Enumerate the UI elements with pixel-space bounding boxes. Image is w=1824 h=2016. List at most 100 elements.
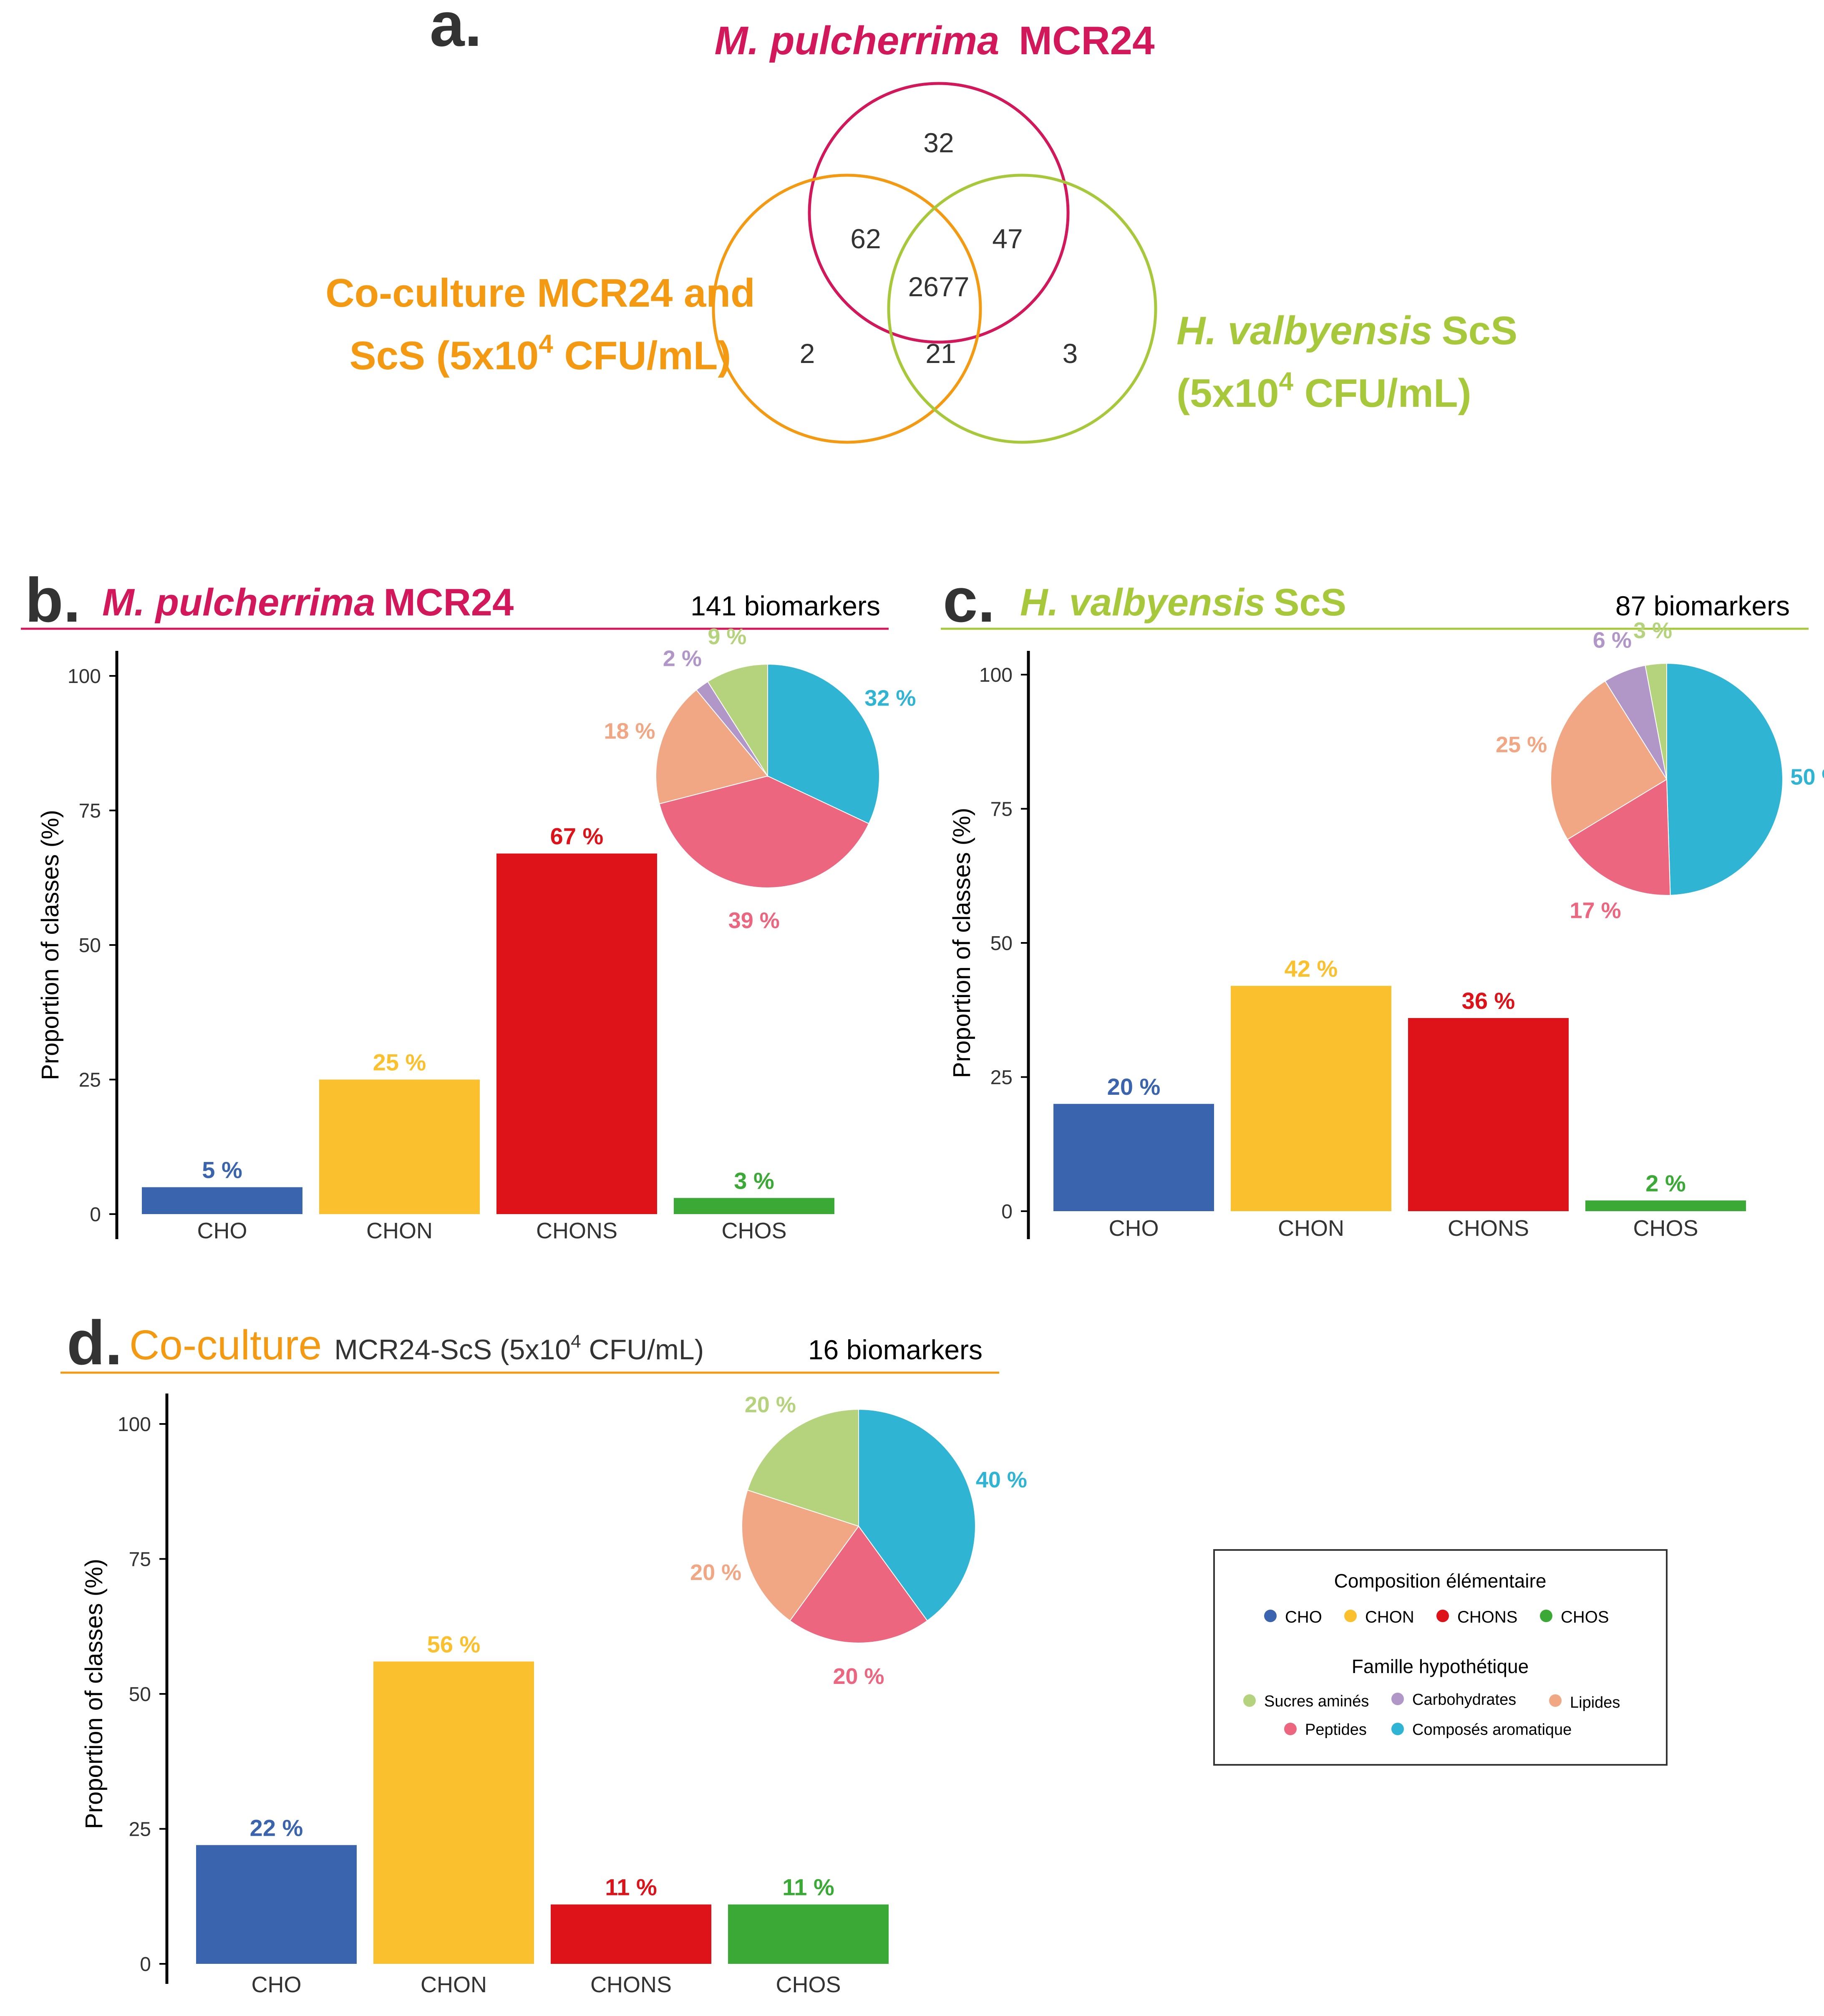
panel-c-biomarkers: 87 biomarkers [1615,590,1790,621]
bar-value-label: 2 % [1645,1170,1686,1196]
pie-value-label: 50 % [1790,764,1824,789]
pie-slice-peptides [1567,779,1671,896]
legend-label-cho: CHO [1285,1608,1322,1626]
panel-b-pie: 32 % 39 % 18 % 2 %9 % [604,624,916,933]
y-tick-label: 0 [90,1204,101,1226]
x-tick-label: CHOS [721,1218,786,1243]
bar-cho [142,1187,302,1214]
bar-chons [551,1904,711,1964]
legend-title-famille: Famille hypothétique [1352,1656,1529,1677]
pie-value-label: 18 % [604,718,655,743]
legend-label-chon: CHON [1365,1608,1414,1626]
venn-label-right-line1: H. valbyensis ScS [1177,308,1517,353]
panel-c-letter: c. [943,565,995,635]
panel-d-chart: 0 25 50 75 100 Proportion of classes (%) 22 % C… [81,1394,889,1997]
x-tick-label: CHOS [776,1972,841,1997]
bar-cho [196,1845,357,1964]
panel-b-title: M. pulcherrima MCR24 [102,581,514,624]
pie-value-label: 2 % [663,646,702,671]
bar-chos [674,1198,834,1214]
venn-label-right-line2: (5x104 CFU/mL) [1177,367,1471,416]
pie-value-label: 6 % [1593,628,1632,653]
venn-label-top-italic: M. pulcherrima [715,18,1000,63]
panel-d-title-rest-sup: 4 [571,1331,581,1352]
venn-label-left-line1: Co-culture MCR24 and [325,271,755,315]
pie-slice-sucres-amin-s [747,1409,859,1527]
panel-b-biomarkers: 141 biomarkers [690,590,880,621]
pie-value-label: 3 % [1633,618,1672,643]
legend-label-lipides: Lipides [1570,1694,1620,1711]
panel-c-title-rest: ScS [1274,581,1346,624]
y-tick-label: 100 [979,664,1013,686]
x-tick-label: CHONS [1448,1216,1529,1241]
panel-c-chart: 0 25 50 75 100 Proportion of classes (%) 20 % C… [948,651,1746,1241]
x-tick-label: CHO [1109,1216,1159,1241]
pie-value-label: 20 % [690,1560,741,1585]
bar-value-label: 11 % [605,1874,657,1900]
panel-d-title: Co-culture MCR24-ScS (5x104 CFU/mL) [129,1322,704,1368]
panel-b-title-rest: MCR24 [383,581,514,624]
pie-value-label: 25 % [1496,732,1547,757]
y-tick-label: 75 [129,1549,151,1571]
pie-slice-lipides [741,1489,859,1621]
y-axis-label: Proportion of classes (%) [37,810,64,1080]
panel-d-pie: 40 % 20 % 20 % 20 % [690,1392,1027,1689]
legend: Composition élémentaire CHO CHON CHONS C… [1213,1549,1668,1766]
venn-label-left-line2-b: CFU/mL) [553,333,731,378]
pie-value-label: 20 % [833,1664,884,1689]
bar-chon [319,1079,480,1214]
panel-b-title-italic: M. pulcherrima [102,581,375,624]
panel-d: d. Co-culture MCR24-ScS (5x104 CFU/mL) 16… [60,1308,1027,1997]
pie-value-label: 40 % [976,1467,1027,1492]
pie-slice-lipides [1550,680,1668,840]
legend-label-chons: CHONS [1457,1608,1517,1626]
bar-cho [1053,1104,1214,1211]
panel-d-title-rest-a: MCR24-ScS (5x10 [334,1334,571,1366]
venn-region-mp-hv: 47 [992,223,1023,254]
pie-slice-sucres-amin-s [707,663,768,778]
panel-c: c. H. valbyensis ScS 87 biomarkers 0 25 50 7… [941,565,1824,1241]
panel-b: b. M. pulcherrima MCR24 141 biomarkers 0 2… [21,565,916,1243]
bar-chon [373,1661,534,1964]
pie-value-label: 17 % [1570,898,1621,923]
legend-swatch-aroma [1391,1723,1404,1735]
x-tick-label: CHO [197,1218,247,1243]
pie-slice-peptides [659,775,869,888]
legend-label-peptides: Peptides [1305,1721,1367,1739]
venn-panel-letter: a. [430,0,482,59]
venn-region-co-hv: 21 [925,338,956,369]
bar-value-label: 22 % [250,1814,303,1841]
pie-value-label: 32 % [864,686,916,711]
y-tick-label: 50 [129,1683,151,1706]
venn-circle-mpulcherrima [808,82,1070,344]
x-tick-label: CHO [252,1972,302,1997]
pie-slice-sucres-amin-s [1645,663,1667,780]
bar-chon [1231,985,1391,1211]
pie-slice-compos-s-aromatique [767,663,880,824]
x-tick-label: CHONS [590,1972,672,1997]
bar-value-label: 36 % [1462,988,1515,1014]
y-tick-label: 50 [79,935,101,957]
venn-label-top: M. pulcherrima MCR24 [715,18,1155,63]
y-axis-label: Proportion of classes (%) [81,1559,108,1829]
bar-value-label: 67 % [550,823,604,849]
legend-swatch-lipides [1549,1694,1562,1707]
venn-region-hv-only: 3 [1063,338,1078,369]
x-tick-label: CHOS [1633,1216,1698,1241]
y-tick-label: 100 [68,665,101,688]
venn-circle-hvalbyensis [887,174,1157,444]
panel-c-title: H. valbyensis ScS [1020,581,1346,624]
legend-swatch-sucres [1243,1694,1256,1707]
legend-swatch-carbo [1391,1693,1404,1705]
bar-value-label: 25 % [373,1049,426,1076]
pie-value-label: 20 % [745,1392,796,1417]
x-tick-label: CHON [366,1218,433,1243]
panel-d-letter: d. [67,1308,122,1378]
venn-label-right-italic: H. valbyensis [1177,308,1433,353]
venn-label-right-line2-b: CFU/mL) [1293,371,1471,416]
legend-label-chos: CHOS [1561,1608,1609,1626]
venn-region-mp-co: 62 [850,223,881,254]
pie-slice-compos-s-aromatique [1666,663,1784,896]
venn-region-co-only: 2 [800,338,815,369]
legend-swatch-cho [1264,1610,1277,1622]
